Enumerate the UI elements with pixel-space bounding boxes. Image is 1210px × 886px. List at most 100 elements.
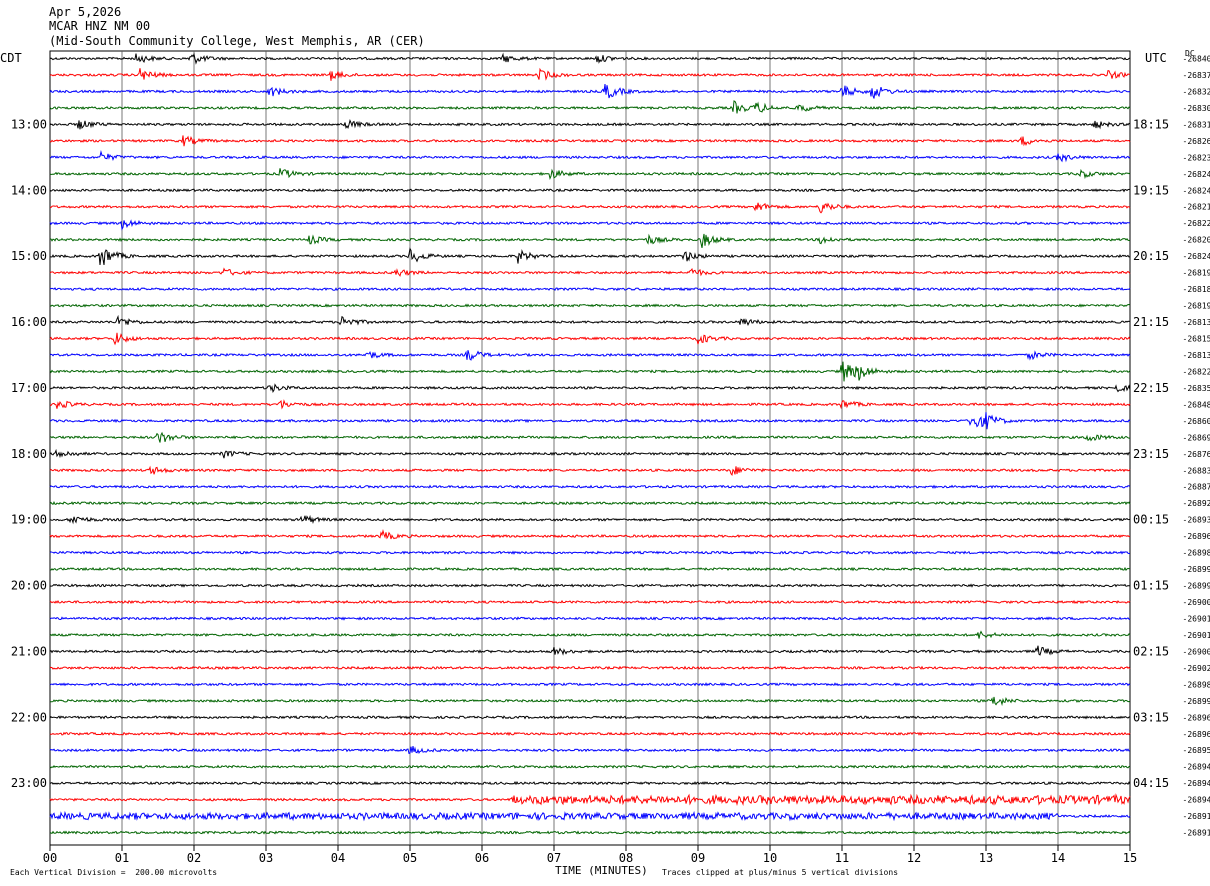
cdt-axis-label: CDT bbox=[0, 51, 22, 65]
dc-offset-label: -26900 bbox=[1183, 647, 1210, 656]
seismic-trace bbox=[49, 793, 1131, 807]
seismic-trace bbox=[49, 135, 1131, 147]
dc-offset-label: -26891 bbox=[1183, 812, 1210, 821]
dc-offset-label: -26893 bbox=[1183, 516, 1210, 525]
dc-offset-label: -26896 bbox=[1183, 532, 1210, 541]
x-tick-label: 04 bbox=[331, 851, 345, 865]
dc-offset-label: -26824 bbox=[1183, 170, 1210, 179]
x-tick-label: 07 bbox=[547, 851, 561, 865]
cdt-hour-label: 13:00 bbox=[11, 117, 47, 131]
seismic-trace bbox=[49, 645, 1131, 656]
cdt-hour-label: 18:00 bbox=[11, 447, 47, 461]
seismic-trace bbox=[49, 566, 1130, 572]
dc-offset-label: -26898 bbox=[1183, 549, 1210, 558]
scale-note: Each Vertical Division = 200.00 microvol… bbox=[10, 868, 218, 877]
utc-hour-label: 23:15 bbox=[1133, 447, 1169, 461]
seismic-trace bbox=[49, 202, 1131, 214]
seismic-trace bbox=[49, 350, 1131, 361]
dc-offset-label: -26894 bbox=[1183, 779, 1210, 788]
dc-offset-label: -26821 bbox=[1183, 203, 1210, 212]
dc-offset-label: -26902 bbox=[1183, 664, 1210, 673]
dc-offset-label: -26895 bbox=[1183, 746, 1210, 755]
x-tick-label: 00 bbox=[43, 851, 57, 865]
cdt-hour-label: 22:00 bbox=[11, 710, 47, 724]
x-tick-label: 05 bbox=[403, 851, 417, 865]
seismic-trace bbox=[49, 219, 1131, 231]
dc-offset-label: -26831 bbox=[1183, 120, 1210, 129]
cdt-hour-label: 21:00 bbox=[11, 644, 47, 658]
cdt-hour-label: 20:00 bbox=[11, 579, 47, 593]
seismic-trace bbox=[49, 383, 1131, 394]
seismic-trace bbox=[49, 810, 1131, 822]
cdt-hour-label: 17:00 bbox=[11, 381, 47, 395]
seismic-trace bbox=[49, 303, 1131, 308]
dc-offset-label: -26900 bbox=[1183, 598, 1210, 607]
seismic-trace bbox=[49, 399, 1131, 410]
seismic-trace bbox=[50, 247, 1131, 266]
seismic-trace bbox=[49, 550, 1130, 555]
dc-offset-label: -26899 bbox=[1183, 565, 1210, 574]
seismic-trace bbox=[49, 267, 1131, 277]
dc-offset-label: -26813 bbox=[1183, 351, 1210, 360]
dc-offset-label: -26860 bbox=[1183, 417, 1210, 426]
seismic-trace bbox=[49, 118, 1131, 130]
cdt-hour-label: 19:00 bbox=[11, 513, 47, 527]
dc-offset-label: -26823 bbox=[1183, 153, 1210, 162]
utc-hour-label: 18:15 bbox=[1133, 117, 1169, 131]
seismic-trace bbox=[49, 528, 1131, 540]
utc-hour-label: 20:15 bbox=[1133, 249, 1169, 263]
seismic-trace bbox=[49, 168, 1131, 180]
dc-offset-label: -26822 bbox=[1183, 367, 1210, 376]
dc-offset-label: -26824 bbox=[1183, 252, 1210, 261]
x-tick-label: 11 bbox=[835, 851, 849, 865]
dc-column-label: DC bbox=[1185, 49, 1195, 58]
seismic-trace bbox=[49, 287, 1131, 292]
dc-offset-label: -26887 bbox=[1183, 483, 1210, 492]
dc-offset-label: -26891 bbox=[1183, 829, 1210, 838]
seismic-trace bbox=[49, 599, 1131, 605]
dc-offset-label: -26822 bbox=[1183, 219, 1210, 228]
cdt-hour-label: 16:00 bbox=[11, 315, 47, 329]
dc-offset-label: -26815 bbox=[1183, 334, 1210, 343]
x-tick-label: 10 bbox=[763, 851, 777, 865]
x-tick-label: 12 bbox=[907, 851, 921, 865]
seismic-trace bbox=[50, 514, 1131, 525]
seismic-trace bbox=[49, 361, 1131, 382]
dc-offset-label: -26892 bbox=[1183, 499, 1210, 508]
header-station: MCAR HNZ NM 00 bbox=[49, 19, 151, 33]
dc-offset-label: -26898 bbox=[1183, 680, 1210, 689]
seismic-trace bbox=[49, 616, 1131, 621]
dc-offset-label: -26819 bbox=[1183, 302, 1210, 311]
clip-note: Traces clipped at plus/minus 5 vertical … bbox=[662, 868, 899, 877]
dc-offset-label: -26894 bbox=[1183, 763, 1210, 772]
x-tick-label: 03 bbox=[259, 851, 273, 865]
dc-offset-label: -26894 bbox=[1183, 796, 1210, 805]
cdt-hour-label: 15:00 bbox=[11, 249, 47, 263]
x-tick-label: 02 bbox=[187, 851, 201, 865]
seismic-trace bbox=[49, 332, 1131, 346]
dc-offset-label: -26869 bbox=[1183, 433, 1210, 442]
seismic-trace bbox=[49, 781, 1131, 786]
seismic-trace bbox=[49, 67, 1131, 81]
utc-hour-label: 00:15 bbox=[1133, 513, 1169, 527]
x-tick-label: 14 bbox=[1051, 851, 1065, 865]
plot-frame bbox=[49, 50, 1131, 846]
seismic-trace bbox=[49, 764, 1131, 769]
seismic-trace bbox=[49, 412, 1131, 430]
dc-offset-label: -26848 bbox=[1183, 400, 1210, 409]
seismic-trace bbox=[49, 233, 1131, 249]
x-tick-label: 15 bbox=[1123, 851, 1137, 865]
utc-axis-label: UTC bbox=[1145, 51, 1167, 65]
seismic-trace bbox=[49, 830, 1131, 835]
dc-offset-label: -26840 bbox=[1183, 55, 1210, 64]
utc-hour-label: 04:15 bbox=[1133, 776, 1169, 790]
seismic-trace bbox=[49, 83, 1131, 99]
dc-offset-label: -26901 bbox=[1183, 614, 1210, 623]
dc-offset-label: -26896 bbox=[1183, 730, 1210, 739]
seismic-trace bbox=[49, 465, 1131, 477]
dc-offset-label: -26813 bbox=[1183, 318, 1210, 327]
seismic-trace bbox=[49, 314, 1131, 326]
utc-hour-label: 22:15 bbox=[1133, 381, 1169, 395]
seismic-trace bbox=[49, 630, 1131, 639]
